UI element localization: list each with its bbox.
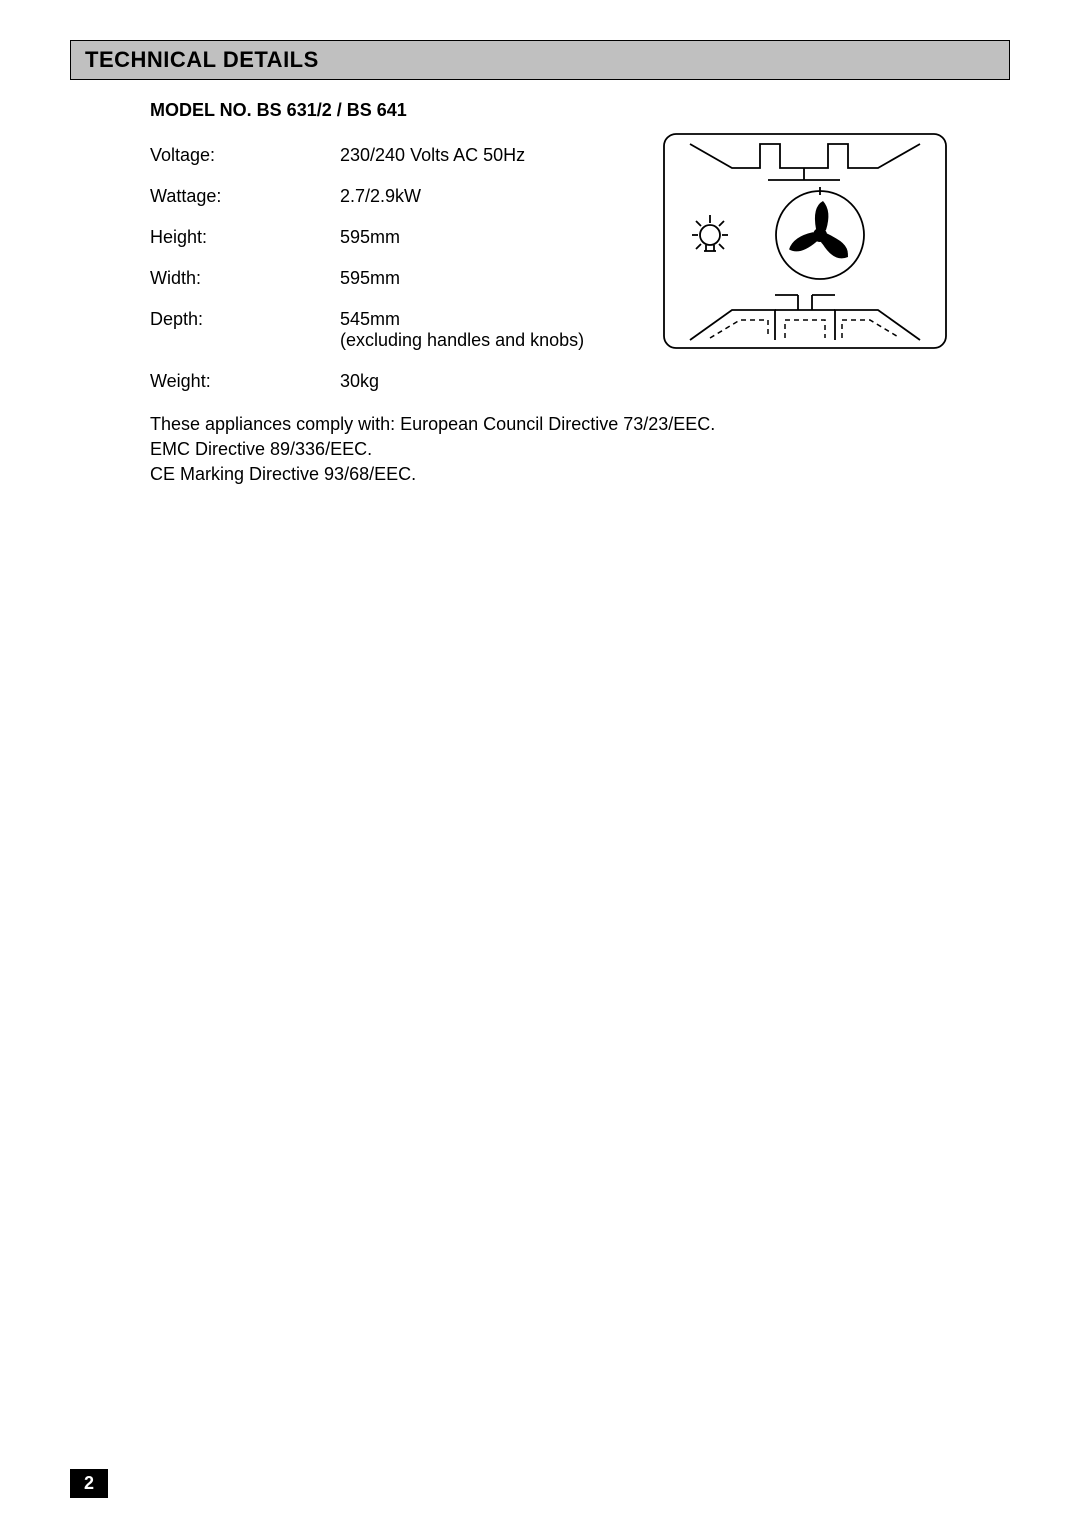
spec-value: 30kg [340,371,379,392]
compliance-line: These appliances comply with: European C… [150,412,1010,437]
spec-label: Height: [150,227,340,248]
spec-value: 545mm (excluding handles and knobs) [340,309,584,351]
compliance-line: EMC Directive 89/336/EEC. [150,437,1010,462]
model-heading: MODEL NO. BS 631/2 / BS 641 [150,100,1010,121]
spec-label: Voltage: [150,145,340,166]
spec-label: Width: [150,268,340,289]
oven-diagram [660,130,950,352]
section-title: TECHNICAL DETAILS [85,47,995,73]
section-header: TECHNICAL DETAILS [70,40,1010,80]
spec-label: Depth: [150,309,340,351]
page-container: TECHNICAL DETAILS MODEL NO. BS 631/2 / B… [0,0,1080,1528]
spec-value: 595mm [340,227,400,248]
spec-row-weight: Weight: 30kg [150,371,1010,392]
oven-diagram-svg [660,130,950,352]
spec-label: Weight: [150,371,340,392]
spec-value: 2.7/2.9kW [340,186,421,207]
spec-label: Wattage: [150,186,340,207]
compliance-text: These appliances comply with: European C… [150,412,1010,488]
compliance-line: CE Marking Directive 93/68/EEC. [150,462,1010,487]
spec-value: 230/240 Volts AC 50Hz [340,145,525,166]
page-number: 2 [70,1469,108,1498]
spec-value: 595mm [340,268,400,289]
